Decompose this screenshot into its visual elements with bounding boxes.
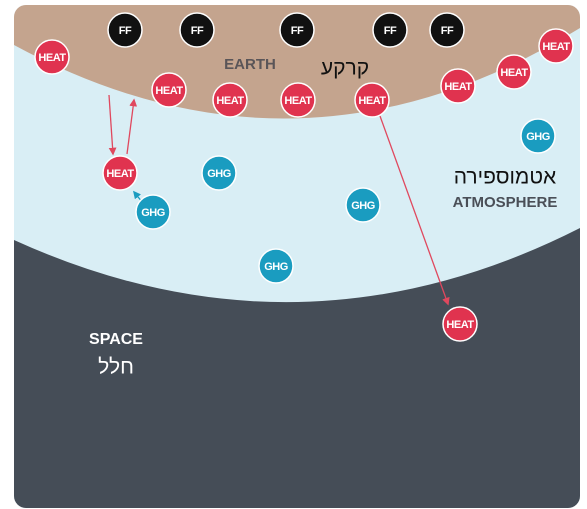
diagram: EARTH קרקע אטמוספירה ATMOSPHERE SPACE חל… [0,0,587,509]
atmosphere-label: ATMOSPHERE [453,194,558,211]
layers [14,5,580,508]
node-label: FF [441,25,454,37]
space-label: SPACE [89,331,143,348]
earth-label: EARTH [224,56,276,73]
node-label: GHG [526,131,550,143]
node-label: HEAT [38,52,66,64]
space-label-he: חלל [98,356,134,379]
node-label: FF [191,25,204,37]
node-label: HEAT [542,41,570,53]
node-label: GHG [207,168,231,180]
node-label: GHG [141,207,165,219]
node-label: HEAT [500,67,528,79]
atmosphere-label-he: אטמוספירה [454,166,557,189]
node-label: HEAT [155,85,183,97]
node-label: GHG [264,261,288,273]
node-label: HEAT [106,168,134,180]
node-label: FF [384,25,397,37]
node-label: HEAT [446,319,474,331]
node-label: HEAT [284,95,312,107]
page: EARTH קרקע אטמוספירה ATMOSPHERE SPACE חל… [0,0,587,509]
node-label: FF [119,25,132,37]
node-label: HEAT [444,81,472,93]
node-label: GHG [351,200,375,212]
node-label: FF [291,25,304,37]
node-label: HEAT [216,95,244,107]
node-label: HEAT [358,95,386,107]
earth-label-he: קרקע [321,57,369,80]
